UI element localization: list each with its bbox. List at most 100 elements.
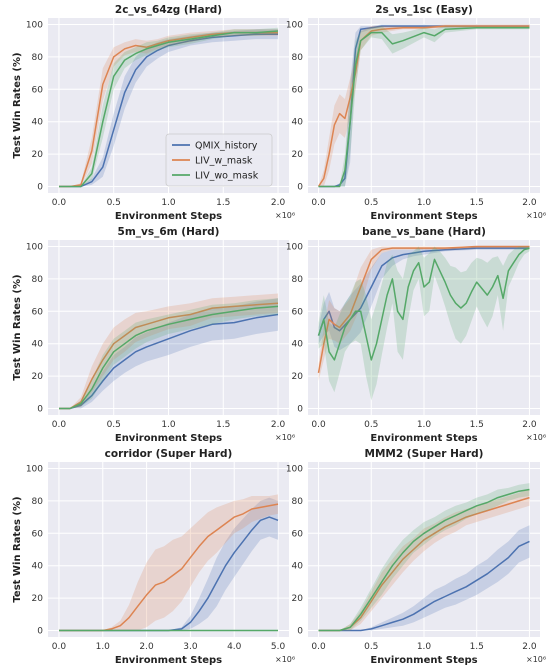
series-band-LIV_wo_mask [318,246,530,401]
x-tick-label: 0.0 [52,198,67,208]
series-line-LIV_wo_mask [317,247,530,361]
series-band-LIV_wo_mask [59,27,278,187]
chart-title: corridor (Super Hard) [105,448,233,460]
x-axis-label: Environment Steps [115,655,222,666]
x-axis-exponent: ×10⁶ [526,655,546,664]
series-layer [59,494,279,632]
x-tick-label: 2.0 [522,420,537,430]
series-line-LIV_w_mask [317,245,530,374]
x-axis-exponent: ×10⁶ [526,211,546,220]
x-tick-label: 1.5 [470,642,484,652]
x-tick-label: 1.5 [216,420,230,430]
chart-panel-3: 5m_vs_6m (Hard) 0.0 0.5 1.0 1.5 2.0 0 20 40 60 80 1… [12,226,295,444]
x-tick-label: 1.0 [417,198,432,208]
x-tick-label: 2.0 [271,198,286,208]
series-line-QMIX_history [318,540,530,632]
x-tick-label: 4.0 [227,642,242,652]
y-tick-label: 20 [32,594,44,604]
chart-title: 2s_vs_1sc (Easy) [375,4,473,16]
x-tick-label: 1.0 [417,642,432,652]
chart-panel-6: MMM2 (Super Hard) 0.0 0.5 1.0 1.5 2.0 0 20 40 60 8… [286,448,546,666]
y-tick-label: 40 [292,118,304,128]
x-tick-label: 5.0 [271,642,286,652]
y-tick-label: 20 [292,594,304,604]
x-axis-label: Environment Steps [370,433,477,444]
x-tick-label: 2.0 [139,642,154,652]
series-line-LIV_w_mask [59,302,279,410]
x-axis-exponent: ×10⁶ [275,433,295,442]
y-tick-label: 0 [37,405,43,415]
y-tick-label: 60 [32,307,44,317]
series-band-LIV_wo_mask [59,298,278,409]
y-tick-label: 80 [32,53,44,63]
x-tick-label: 1.0 [161,198,176,208]
y-tick-label: 40 [292,562,304,572]
x-tick-label: 0.5 [364,642,378,652]
x-axis-exponent: ×10⁶ [275,655,295,664]
y-tick-label: 80 [292,275,304,285]
series-layer [318,483,530,632]
series-line-LIV_w_mask [317,25,530,187]
series-line-LIV_w_mask [318,496,530,632]
y-axis-label: Test Win Rates (%) [12,274,23,380]
chart-panel-5: corridor (Super Hard) 0.0 1.0 2.0 3.0 4.0 5.0 0… [12,448,295,666]
series-band-QMIX_history [59,497,278,631]
x-axis-label: Environment Steps [115,211,222,222]
y-tick-label: 100 [26,464,43,474]
x-tick-label: 0.0 [311,420,326,430]
series-band-LIV_wo_mask [318,483,530,631]
x-tick-label: 0.0 [52,420,67,430]
series-line-LIV_wo_mask [59,305,279,410]
series-band-QMIX_history [318,525,530,631]
y-tick-label: 0 [297,627,303,637]
y-tick-label: 100 [286,464,303,474]
y-tick-label: 80 [292,497,304,507]
x-tick-label: 1.5 [470,198,484,208]
x-axis-label: Environment Steps [115,433,222,444]
y-tick-label: 80 [32,497,44,507]
y-tick-label: 60 [292,529,304,539]
series-band-QMIX_history [59,298,278,409]
series-layer [317,245,530,401]
y-tick-label: 0 [37,627,43,637]
y-tick-label: 60 [32,85,44,95]
x-tick-label: 1.5 [470,420,484,430]
y-tick-label: 100 [286,20,303,30]
legend: QMIX_history LIV_w_mask LIV_wo_mask [165,133,273,187]
y-tick-label: 100 [286,242,303,252]
series-band-LIV_w_mask [59,494,278,631]
x-tick-label: 2.0 [522,198,537,208]
y-tick-label: 20 [292,150,304,160]
series-line-LIV_wo_mask [318,488,530,632]
y-tick-label: 20 [32,150,44,160]
x-tick-label: 1.0 [161,420,176,430]
y-tick-label: 100 [26,242,43,252]
x-tick-label: 0.0 [311,642,326,652]
legend-label: LIV_wo_mask [195,171,259,182]
y-tick-label: 100 [26,20,43,30]
legend-box [165,133,273,187]
y-tick-label: 0 [297,405,303,415]
x-tick-label: 0.5 [107,420,121,430]
series-line-QMIX_history [59,313,279,410]
y-tick-label: 40 [32,562,44,572]
x-axis-label: Environment Steps [370,211,477,222]
y-tick-label: 60 [292,85,304,95]
series-line-QMIX_history [317,247,530,336]
y-tick-label: 40 [292,340,304,350]
x-tick-label: 0.5 [364,198,378,208]
chart-panel-4: bane_vs_bane (Hard) 0.0 0.5 1.0 1.5 2.0 0 20 40 6… [286,226,546,444]
y-tick-label: 60 [32,529,44,539]
series-layer [59,293,279,410]
series-layer [59,27,279,188]
plot-area [48,462,289,637]
y-tick-label: 0 [297,183,303,193]
y-tick-label: 20 [32,372,44,382]
chart-title: bane_vs_bane (Hard) [362,226,486,238]
y-tick-label: 80 [32,275,44,285]
y-tick-label: 0 [37,183,43,193]
x-tick-label: 1.5 [216,198,230,208]
series-line-LIV_wo_mask [318,26,530,188]
chart-panel-2: 2s_vs_1sc (Easy) 0.0 0.5 1.0 1.5 2.0 0 20 40 60 80… [286,4,546,222]
